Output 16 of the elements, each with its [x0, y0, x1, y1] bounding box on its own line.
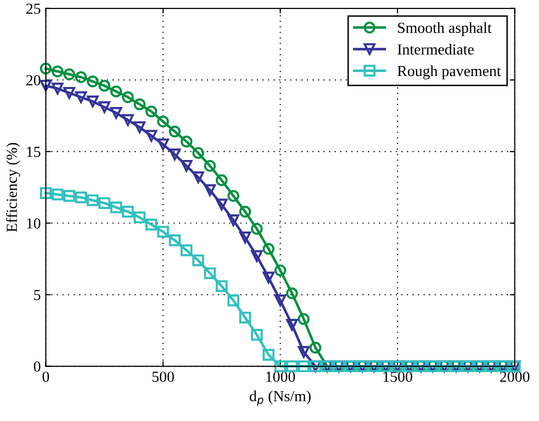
- y-tick-label: 25: [26, 4, 40, 14]
- legend-label: Intermediate: [398, 44, 474, 55]
- y-tick-label: 0: [34, 361, 40, 372]
- legend-label: Rough pavement: [397, 65, 501, 80]
- x-tick-label: 1500: [384, 372, 412, 382]
- y-tick-label: 20: [26, 75, 40, 86]
- y-tick-label: 15: [27, 146, 40, 158]
- y-tick-label: 5: [34, 290, 40, 300]
- x-tick-label: 2000: [500, 372, 530, 382]
- x-tick-label: 500: [152, 372, 174, 382]
- y-tick-label: 10: [27, 218, 40, 229]
- x-tick-label: 0: [42, 372, 50, 382]
- y-axis-title: Efficiency (%): [6, 142, 20, 232]
- legend-label: Smooth asphalt: [398, 22, 492, 36]
- x-tick-label: 1000: [266, 372, 295, 382]
- x-axis-title: d$_{p}$ (Ns/m): [250, 390, 311, 406]
